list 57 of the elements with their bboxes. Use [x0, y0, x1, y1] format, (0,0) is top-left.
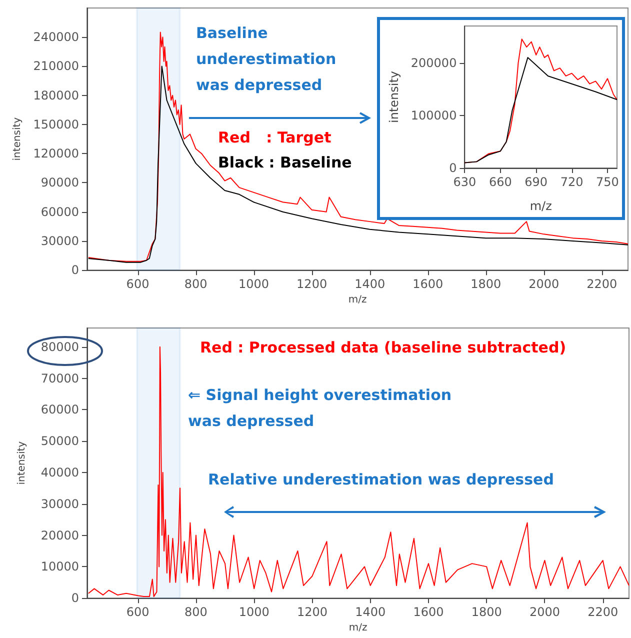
- x-tick-label: 690: [524, 175, 548, 189]
- y-tick-label: 70000: [40, 371, 79, 386]
- annotation: Red : Processed data (baseline subtracted): [200, 338, 566, 356]
- x-tick-label: 1800: [471, 605, 502, 620]
- y-tick-label: 30000: [40, 234, 79, 248]
- x-tick-label: 2200: [588, 605, 618, 620]
- annotation: Baseline underestimation was depressed: [196, 24, 342, 94]
- y-tick-label: 200000: [410, 56, 457, 70]
- y-tick-label: 10000: [40, 560, 79, 574]
- x-tick-label: 2000: [528, 277, 560, 292]
- y-tick-label: 180000: [33, 88, 79, 102]
- x-tick-label: 1200: [296, 605, 328, 620]
- x-tick-label: 800: [184, 277, 208, 292]
- x-tick-label: 1800: [470, 277, 502, 292]
- annotation: Red : Target: [218, 128, 332, 146]
- x-tick-label: 1400: [355, 605, 386, 620]
- y-tick-label: 0: [71, 263, 79, 278]
- y-tick-label: 20000: [40, 528, 79, 542]
- x-tick-label: 1000: [238, 605, 270, 620]
- x-tick-label: 630: [453, 175, 476, 189]
- x-tick-label: 660: [488, 175, 512, 189]
- y-tick-label: 120000: [33, 146, 79, 161]
- line-series: [88, 66, 628, 263]
- x-tick-label: 1000: [238, 277, 270, 292]
- x-tick-label: 1200: [296, 277, 328, 292]
- x-tick-label: 600: [126, 605, 150, 620]
- y-tick-label: 60000: [40, 204, 79, 219]
- y-tick-label: 240000: [33, 30, 79, 44]
- x-tick-label: 750: [596, 175, 619, 189]
- y-tick-label: 50000: [40, 434, 79, 448]
- annotation: Black : Baseline: [218, 154, 352, 172]
- y-tick-label: 40000: [40, 465, 79, 480]
- y-tick-label: 150000: [33, 117, 79, 132]
- x-tick-label: 1600: [413, 605, 444, 620]
- y-tick-label: 60000: [40, 402, 79, 417]
- y-tick-label: 210000: [33, 59, 79, 74]
- annotation: ⇐ Signal height overestimation was depressed: [188, 386, 457, 430]
- x-tick-label: 600: [126, 277, 150, 292]
- x-tick-label: 1600: [412, 277, 444, 292]
- x-tick-label: 2000: [529, 605, 560, 620]
- y-tick-label: 80000: [40, 340, 79, 354]
- y-axis-title: intensity: [16, 441, 28, 485]
- annotation: Relative underestimation was depressed: [208, 470, 554, 488]
- x-axis-title: m/z: [530, 199, 552, 213]
- y-tick-label: 30000: [40, 496, 79, 511]
- y-axis-title: intensity: [12, 117, 23, 161]
- x-tick-label: 2200: [586, 277, 618, 292]
- x-tick-label: 800: [184, 605, 208, 620]
- x-tick-label: 1400: [354, 277, 386, 292]
- x-axis-title: m/z: [348, 622, 368, 634]
- x-tick-label: 720: [560, 175, 584, 189]
- y-tick-label: 90000: [40, 176, 79, 190]
- x-axis-title: m/z: [348, 294, 367, 306]
- y-axis-title: intensity: [387, 70, 401, 124]
- y-tick-label: 100000: [410, 108, 457, 122]
- y-tick-label: 0: [71, 591, 79, 606]
- y-tick-label: 0: [449, 161, 457, 175]
